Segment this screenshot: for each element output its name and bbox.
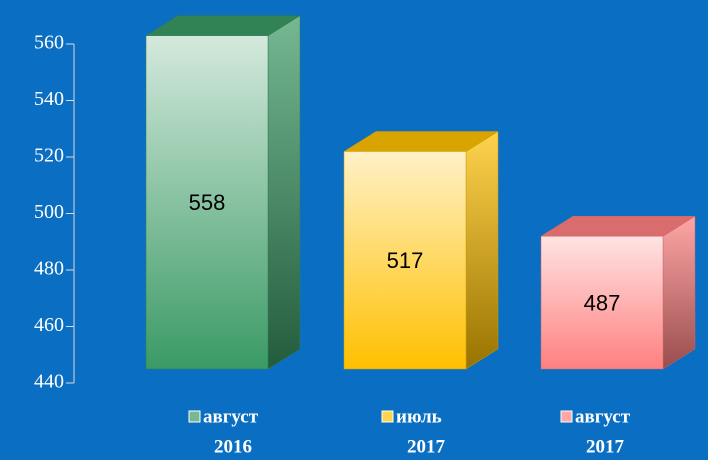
legend-swatch (560, 410, 573, 423)
legend-swatch (381, 410, 394, 423)
bar-side (267, 15, 301, 370)
bar-side (662, 215, 696, 370)
bar (540, 235, 664, 370)
y-tick-label: 520 (34, 145, 64, 167)
data-label: 558 (189, 190, 226, 215)
data-label: 517 (387, 248, 424, 273)
legend-label: август (203, 406, 259, 427)
bar-side (465, 131, 499, 370)
y-tick-label: 540 (34, 88, 64, 110)
y-tick-label: 480 (34, 258, 64, 280)
y-tick-label: 560 (34, 32, 64, 54)
legend-label: 2017 (586, 436, 625, 457)
legend-label: июль (396, 406, 442, 427)
y-tick-label: 440 (34, 371, 64, 393)
bar (343, 151, 467, 370)
y-tick-label: 500 (34, 201, 64, 223)
y-tick-label: 460 (34, 314, 64, 336)
data-label: 487 (584, 290, 621, 315)
legend-label: 2017 (407, 436, 446, 457)
legend-swatch (188, 410, 201, 423)
legend-label: 2016 (214, 436, 252, 457)
legend-label: август (575, 406, 631, 427)
bar (145, 35, 269, 370)
